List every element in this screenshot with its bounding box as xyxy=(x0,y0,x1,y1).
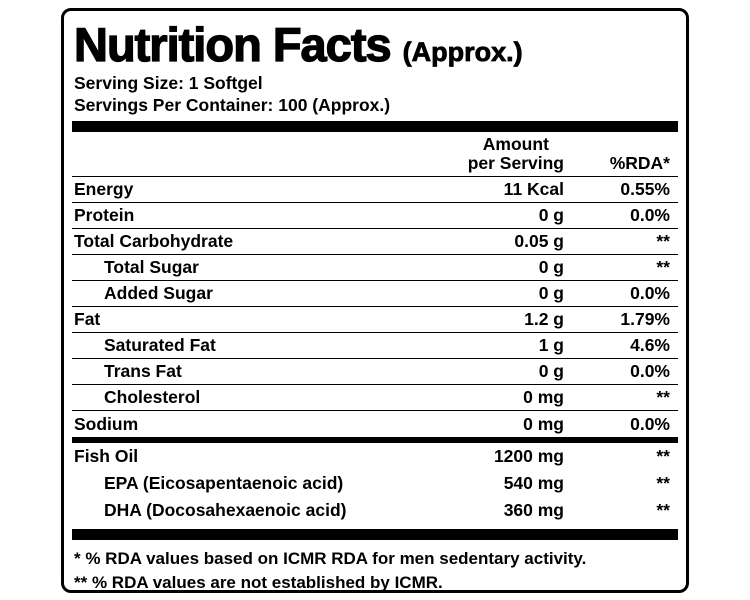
supplement-name: DHA (Docosahexaenoic acid) xyxy=(104,500,347,520)
label-title: Nutrition Facts xyxy=(73,17,392,71)
nutrient-rda: 4.6% xyxy=(630,335,670,355)
nutrient-amount: 0 g xyxy=(538,283,564,303)
supplement-name: Fish Oil xyxy=(74,446,139,466)
nutrient-amount: 0.05 g xyxy=(514,231,564,251)
nutrient-amount: 0 g xyxy=(538,257,564,277)
supplement-rda: ** xyxy=(656,446,670,466)
table-row: Total Carbohydrate 0.05 g ** xyxy=(72,229,678,255)
footnote-rda-basis: * % RDA values based on ICMR RDA for men… xyxy=(74,549,587,568)
nutrient-amount: 0 mg xyxy=(523,413,564,434)
nutrient-rda: ** xyxy=(656,257,670,277)
nutrient-rda: 1.79% xyxy=(620,309,670,329)
nutrient-amount: 11 Kcal xyxy=(503,179,564,199)
amount-header-cell: Amount per Serving xyxy=(414,135,564,173)
nutrients-section: Energy 11 Kcal 0.55% Protein 0 g 0.0% To… xyxy=(72,177,678,437)
nutrient-name: Total Carbohydrate xyxy=(74,231,234,251)
nutrient-name: Sodium xyxy=(74,413,139,434)
nutrient-rda: 0.0% xyxy=(630,283,670,303)
thick-divider-top xyxy=(72,121,678,132)
thick-divider-bottom xyxy=(72,529,678,540)
table-row: DHA (Docosahexaenoic acid) 360 mg ** xyxy=(72,497,678,524)
table-row: Cholesterol 0 mg ** xyxy=(72,385,678,411)
supplement-amount: 540 mg xyxy=(503,473,564,493)
nutrient-rda: ** xyxy=(656,231,670,251)
supplement-amount: 360 mg xyxy=(503,500,564,520)
servings-per-container-line: Servings Per Container: 100 (Approx.) xyxy=(74,95,391,115)
nutrition-facts-label: Nutrition Facts (Approx.) Serving Size: … xyxy=(61,8,689,593)
nutrient-rda: 0.0% xyxy=(630,361,670,381)
nutrient-amount: 0 g xyxy=(538,361,564,381)
nutrient-rda: ** xyxy=(656,387,670,407)
footnotes: * % RDA values based on ICMR RDA for men… xyxy=(74,547,678,595)
table-header-row: Amount per Serving %RDA* xyxy=(72,132,678,177)
supplement-name: EPA (Eicosapentaenoic acid) xyxy=(104,473,344,493)
table-row: Energy 11 Kcal 0.55% xyxy=(72,177,678,203)
nutrient-amount: 0 g xyxy=(538,205,564,225)
supplement-section: Fish Oil 1200 mg ** EPA (Eicosapentaenoi… xyxy=(72,443,678,524)
nutrient-name: Energy xyxy=(74,179,134,199)
label-title-suffix: (Approx.) xyxy=(402,37,523,68)
rda-header-cell: %RDA* xyxy=(609,153,670,173)
nutrient-amount: 0 mg xyxy=(523,387,564,407)
table-row: Protein 0 g 0.0% xyxy=(72,203,678,229)
footnote-rda-not-established: ** % RDA values are not established by I… xyxy=(74,573,443,592)
table-row: Added Sugar 0 g 0.0% xyxy=(72,281,678,307)
nutrient-amount: 1 g xyxy=(538,335,564,355)
nutrient-name: Trans Fat xyxy=(104,361,182,381)
supplement-amount: 1200 mg xyxy=(493,446,564,466)
nutrient-rda: 0.0% xyxy=(630,413,670,434)
table-row: Fish Oil 1200 mg ** xyxy=(72,443,678,470)
label-title-row: Nutrition Facts (Approx.) xyxy=(73,17,678,72)
table-row: Saturated Fat 1 g 4.6% xyxy=(72,333,678,359)
medium-divider xyxy=(72,437,678,443)
amount-header-line2: per Serving xyxy=(467,153,564,173)
amount-header-text: Amount per Serving xyxy=(468,135,564,173)
nutrient-rda: 0.0% xyxy=(630,205,670,225)
nutrient-name: Total Sugar xyxy=(104,257,199,277)
nutrient-name: Cholesterol xyxy=(104,387,201,407)
nutrient-amount: 1.2 g xyxy=(524,309,564,329)
serving-size-line: Serving Size: 1 Softgel xyxy=(74,73,263,93)
supplement-rda: ** xyxy=(656,500,670,520)
nutrient-name: Saturated Fat xyxy=(104,335,216,355)
supplement-rda: ** xyxy=(656,473,670,493)
table-row: EPA (Eicosapentaenoic acid) 540 mg ** xyxy=(72,470,678,497)
table-row: Sodium 0 mg 0.0% xyxy=(72,411,678,437)
table-row: Fat 1.2 g 1.79% xyxy=(72,307,678,333)
nutrient-name: Fat xyxy=(74,309,101,329)
nutrient-rda: 0.55% xyxy=(620,179,670,199)
nutrient-name: Added Sugar xyxy=(104,283,213,303)
nutrient-name: Protein xyxy=(74,205,135,225)
table-row: Trans Fat 0 g 0.0% xyxy=(72,359,678,385)
table-row: Total Sugar 0 g ** xyxy=(72,255,678,281)
amount-header-line1: Amount xyxy=(482,134,549,154)
